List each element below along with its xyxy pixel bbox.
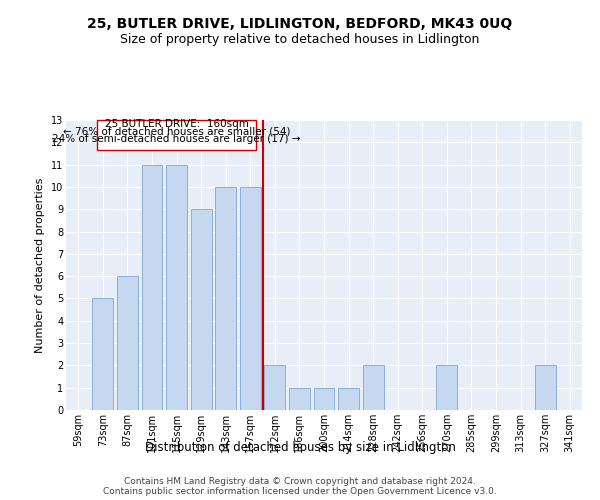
Text: ← 76% of detached houses are smaller (54): ← 76% of detached houses are smaller (54… (63, 126, 290, 136)
Text: Contains public sector information licensed under the Open Government Licence v3: Contains public sector information licen… (103, 486, 497, 496)
Bar (166, 164, 187, 410)
FancyBboxPatch shape (97, 120, 256, 150)
Text: Contains HM Land Registry data © Crown copyright and database right 2024.: Contains HM Land Registry data © Crown c… (124, 476, 476, 486)
Text: 25 BUTLER DRIVE:  160sqm: 25 BUTLER DRIVE: 160sqm (104, 118, 248, 128)
Bar (535, 366, 556, 410)
Text: 24% of semi-detached houses are larger (17) →: 24% of semi-detached houses are larger (… (52, 134, 301, 143)
Text: 25, BUTLER DRIVE, LIDLINGTON, BEDFORD, MK43 0UQ: 25, BUTLER DRIVE, LIDLINGTON, BEDFORD, M… (88, 18, 512, 32)
Bar (215, 187, 236, 410)
Bar (362, 366, 383, 410)
Bar (92, 298, 113, 410)
Bar (436, 366, 457, 410)
Bar (117, 276, 138, 410)
Text: Size of property relative to detached houses in Lidlington: Size of property relative to detached ho… (121, 32, 479, 46)
Bar (314, 388, 334, 410)
Text: Distribution of detached houses by size in Lidlington: Distribution of detached houses by size … (145, 441, 455, 454)
Bar (289, 388, 310, 410)
Bar (142, 164, 163, 410)
Bar (191, 209, 212, 410)
Y-axis label: Number of detached properties: Number of detached properties (35, 178, 45, 352)
Bar (240, 187, 261, 410)
Bar (338, 388, 359, 410)
Bar (265, 366, 286, 410)
